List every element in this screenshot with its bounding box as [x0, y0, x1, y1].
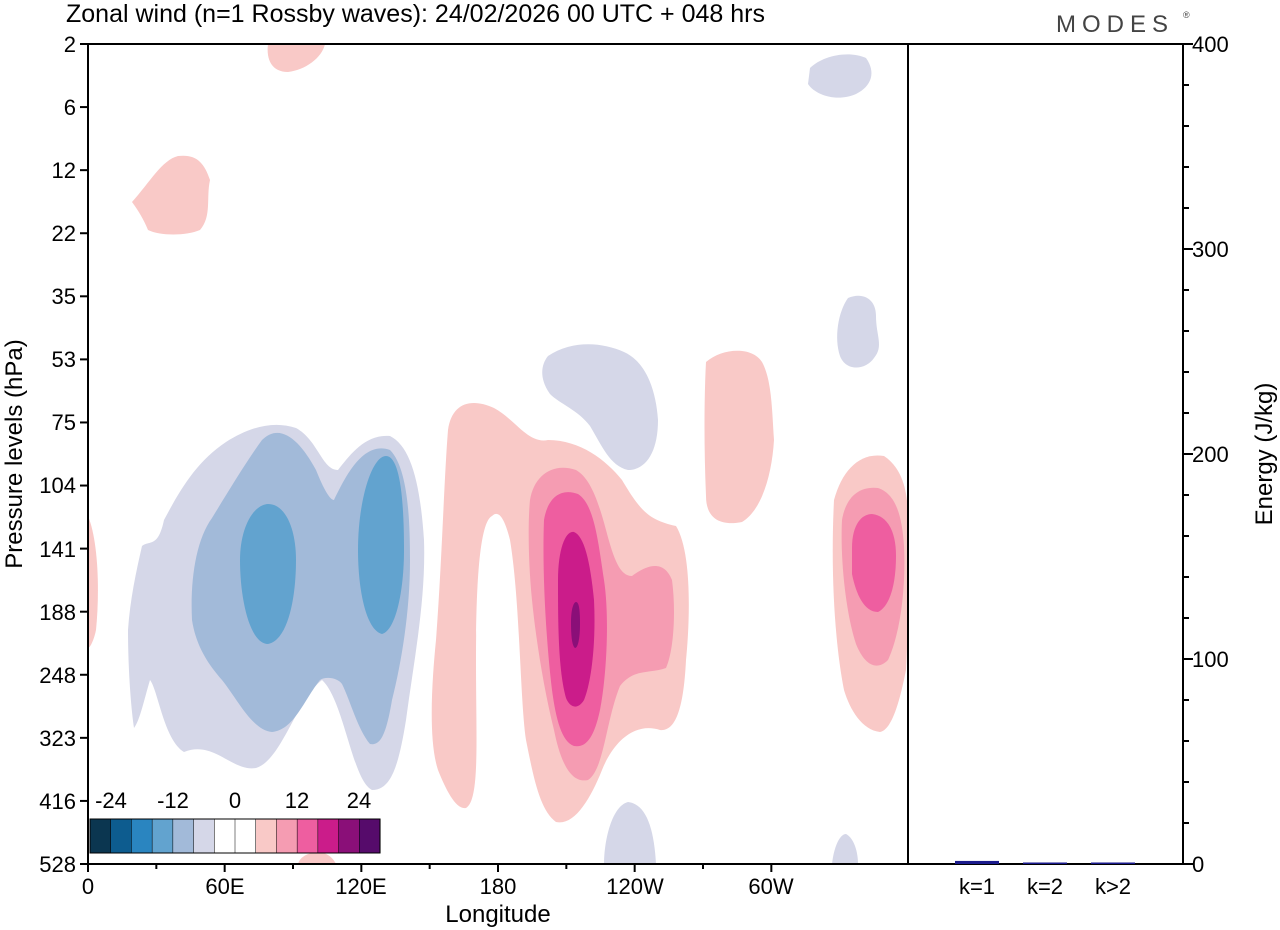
colorbar-swatch: [214, 818, 236, 854]
contour-pos-right-mid: [704, 350, 774, 524]
energy-category-label: k=1: [959, 874, 995, 899]
y-tick-label: 248: [39, 663, 76, 688]
energy-tick-label: 0: [1192, 852, 1204, 877]
y-tick-label: 104: [39, 473, 76, 498]
colorbar-swatch: [172, 818, 195, 854]
y-tick-marks: [80, 43, 88, 865]
y-tick-label: 35: [52, 284, 76, 309]
energy-tick-label: 200: [1192, 442, 1229, 467]
y-tick-label: 141: [39, 537, 76, 562]
contour-neg-bottom-center: [604, 802, 656, 864]
colorbar-swatch: [359, 818, 381, 854]
colorbar-tick-labels: -24 -12 0 12 24: [95, 788, 371, 813]
energy-category-labels: k=1 k=2 k>2: [959, 874, 1131, 899]
contour-pos-center-max: [571, 602, 580, 648]
energy-category-label: k>2: [1095, 874, 1131, 899]
colorbar-tick-label: 12: [285, 788, 309, 813]
x-tick-label: 60E: [205, 874, 244, 899]
x-tick-label: 180: [480, 874, 517, 899]
colorbar-swatch: [89, 818, 112, 854]
brand-logo: MODES: [1056, 11, 1174, 38]
energy-tick-label: 100: [1192, 647, 1229, 672]
energy-category-label: k=2: [1027, 874, 1063, 899]
y-tick-label: 22: [52, 221, 76, 246]
colorbar-swatch: [131, 818, 153, 854]
contour-pos-upper-left: [132, 155, 210, 235]
chart-title: Zonal wind (n=1 Rossby waves): 24/02/202…: [66, 0, 765, 28]
contour-pos-left-edge: [88, 516, 98, 648]
contour-neg-center: [542, 344, 658, 470]
contour-neg-core-right: [358, 456, 404, 634]
x-tick-labels: 0 60E 120E 180 120W 60W: [82, 874, 794, 899]
energy-bar: [1091, 862, 1135, 864]
x-tick-label: 120E: [335, 874, 386, 899]
contour-neg-top-right: [808, 54, 872, 98]
colorbar-tick-label: -24: [95, 788, 127, 813]
energy-tick-label: 400: [1192, 32, 1229, 57]
colorbar-swatch: [234, 818, 257, 854]
y-tick-label: 12: [52, 158, 76, 183]
energy-axis-label: Energy (J/kg): [1251, 383, 1278, 526]
y-tick-label: 528: [39, 852, 76, 877]
contour-pos-bottom-left: [298, 852, 336, 864]
x-axis-label: Longitude: [445, 901, 550, 928]
colorbar: [89, 818, 381, 854]
x-tick-label: 60W: [748, 874, 793, 899]
y-tick-label: 53: [52, 347, 76, 372]
x-tick-label: 0: [82, 874, 94, 899]
y-tick-label: 6: [64, 95, 76, 120]
contour-field: [88, 44, 908, 864]
contour-neg-core-left: [240, 504, 296, 644]
x-tick-label: 120W: [606, 874, 664, 899]
colorbar-frame: [89, 818, 381, 854]
x-tick-marks: [87, 864, 773, 872]
energy-tick-labels: 0 100 200 300 400: [1192, 32, 1229, 877]
y-tick-label: 75: [52, 410, 76, 435]
energy-bars: [955, 860, 1135, 864]
colorbar-swatch: [255, 818, 277, 854]
colorbar-swatch: [193, 818, 215, 854]
contour-neg-bottom-right: [832, 834, 858, 864]
contour-pos-right-strong: [852, 514, 896, 612]
colorbar-swatch: [110, 818, 132, 854]
colorbar-swatch: [276, 818, 298, 854]
y-tick-labels: 2 6 12 22 35 53 75 104 141 188 248 323 4…: [39, 32, 76, 877]
energy-tick-marks: [1183, 43, 1193, 865]
y-tick-label: 188: [39, 600, 76, 625]
colorbar-tick-label: -12: [157, 788, 189, 813]
y-axis-label: Pressure levels (hPa): [1, 339, 28, 568]
energy-bar: [955, 860, 999, 864]
colorbar-tick-label: 0: [229, 788, 241, 813]
colorbar-swatch: [338, 818, 360, 854]
y-tick-label: 2: [64, 32, 76, 57]
contour-neg-left-mid: [191, 432, 410, 745]
y-tick-label: 416: [39, 789, 76, 814]
colorbar-swatch: [296, 818, 319, 854]
energy-tick-label: 300: [1192, 237, 1229, 262]
y-tick-label: 323: [39, 726, 76, 751]
contour-neg-upper-right: [837, 295, 880, 368]
contour-pos-top: [267, 44, 325, 72]
brand-registered-mark: ®: [1183, 10, 1190, 20]
energy-bar: [1023, 862, 1067, 864]
colorbar-tick-label: 24: [347, 788, 371, 813]
colorbar-swatch: [151, 818, 174, 854]
colorbar-swatch: [317, 818, 340, 854]
